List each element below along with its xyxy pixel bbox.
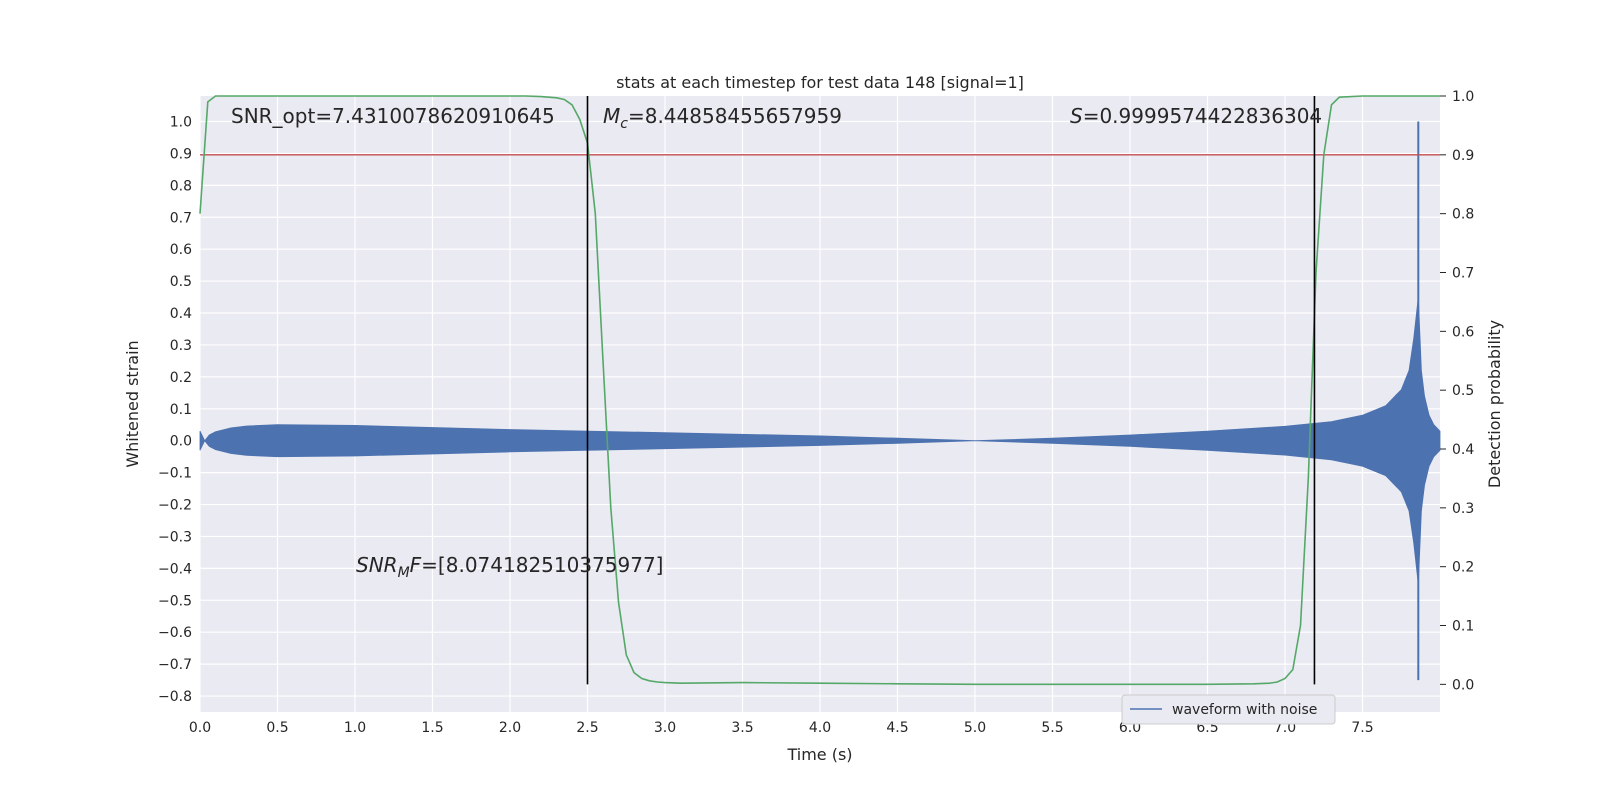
y2-tick-label: 0.0 <box>1452 677 1474 693</box>
grid-x <box>199 96 1364 712</box>
x-tick-label: 0.0 <box>189 720 211 736</box>
y-tick-label: −0.7 <box>158 657 192 673</box>
x-tick-label: 3.5 <box>731 720 753 736</box>
y2-tick-label: 0.2 <box>1452 560 1474 576</box>
y-tick-label: 0.3 <box>170 338 192 354</box>
y2-tick-label: 0.8 <box>1452 207 1474 223</box>
y2-tick-label: 0.4 <box>1452 442 1474 458</box>
y-tick-label: 0.8 <box>170 178 192 194</box>
y2-ticks: 1.0 0.9 0.8 0.7 0.6 0.5 0.4 0.3 0.2 0.1 0.0 <box>1440 89 1474 693</box>
y2-axis-label: Detection probability <box>1485 320 1504 488</box>
y-tick-label: 0.5 <box>170 274 192 290</box>
x-tick-label: 5.0 <box>964 720 986 736</box>
y2-tick-label: 1.0 <box>1452 89 1474 105</box>
y-tick-label: −0.1 <box>158 466 192 482</box>
x-tick-label: 1.0 <box>344 720 366 736</box>
legend-label-waveform: waveform with noise <box>1172 702 1317 718</box>
y-tick-label: 0.0 <box>170 434 192 450</box>
y-tick-label: −0.2 <box>158 498 192 514</box>
annotation-mc: Mc=8.44858455657959 <box>603 104 842 132</box>
y-tick-label: −0.5 <box>158 593 192 609</box>
legend-box <box>1121 694 1336 725</box>
y-tick-label: 0.7 <box>170 210 192 226</box>
y2-tick-label: 0.7 <box>1452 266 1474 282</box>
detection-probability-series <box>199 95 1440 686</box>
y-tick-label: −0.4 <box>158 561 192 577</box>
y2-tick-label: 0.3 <box>1452 501 1474 517</box>
vertical-markers <box>586 96 1316 685</box>
y-tick-label: 0.1 <box>170 402 192 418</box>
annotation-s: S=0.9999574422836304 <box>1070 104 1322 128</box>
x-tick-label: 2.0 <box>499 720 521 736</box>
y-tick-label: −0.8 <box>158 689 192 705</box>
x-tick-label: 1.5 <box>421 720 443 736</box>
y-ticks: 1.0 0.9 0.8 0.7 0.6 0.5 0.4 0.3 0.2 0.1 0.0 −0.1 −0.… <box>158 115 192 706</box>
y2-tick-label: 0.5 <box>1452 383 1474 399</box>
y-tick-label: 1.0 <box>170 115 192 131</box>
y-tick-label: −0.6 <box>158 625 192 641</box>
x-tick-label: 5.5 <box>1041 720 1063 736</box>
annotation-snr-mf: SNRMF=[8.074182510375977] <box>356 553 664 581</box>
x-tick-label: 4.5 <box>886 720 908 736</box>
y-tick-label: 0.6 <box>170 242 192 258</box>
y-tick-label: 0.9 <box>170 146 192 162</box>
x-axis-label: Time (s) <box>786 745 852 764</box>
y2-tick-label: 0.9 <box>1452 148 1474 164</box>
chart-title: stats at each timestep for test data 148… <box>616 73 1024 92</box>
y-tick-label: 0.2 <box>170 370 192 386</box>
x-tick-label: 4.0 <box>809 720 831 736</box>
y-tick-label: 0.4 <box>170 306 192 322</box>
y-axis-label: Whitened strain <box>123 340 142 467</box>
x-tick-label: 0.5 <box>266 720 288 736</box>
y-tick-label: −0.3 <box>158 529 192 545</box>
y2-tick-label: 0.6 <box>1452 324 1474 340</box>
x-tick-label: 2.5 <box>576 720 598 736</box>
legend: waveform with noise <box>1121 694 1336 725</box>
x-tick-label: 7.5 <box>1351 720 1373 736</box>
x-tick-label: 3.0 <box>654 720 676 736</box>
annotation-snr-opt: SNR_opt=7.4310078620910645 <box>231 104 555 128</box>
y2-tick-label: 0.1 <box>1452 619 1474 635</box>
waveform-series <box>199 297 1441 585</box>
